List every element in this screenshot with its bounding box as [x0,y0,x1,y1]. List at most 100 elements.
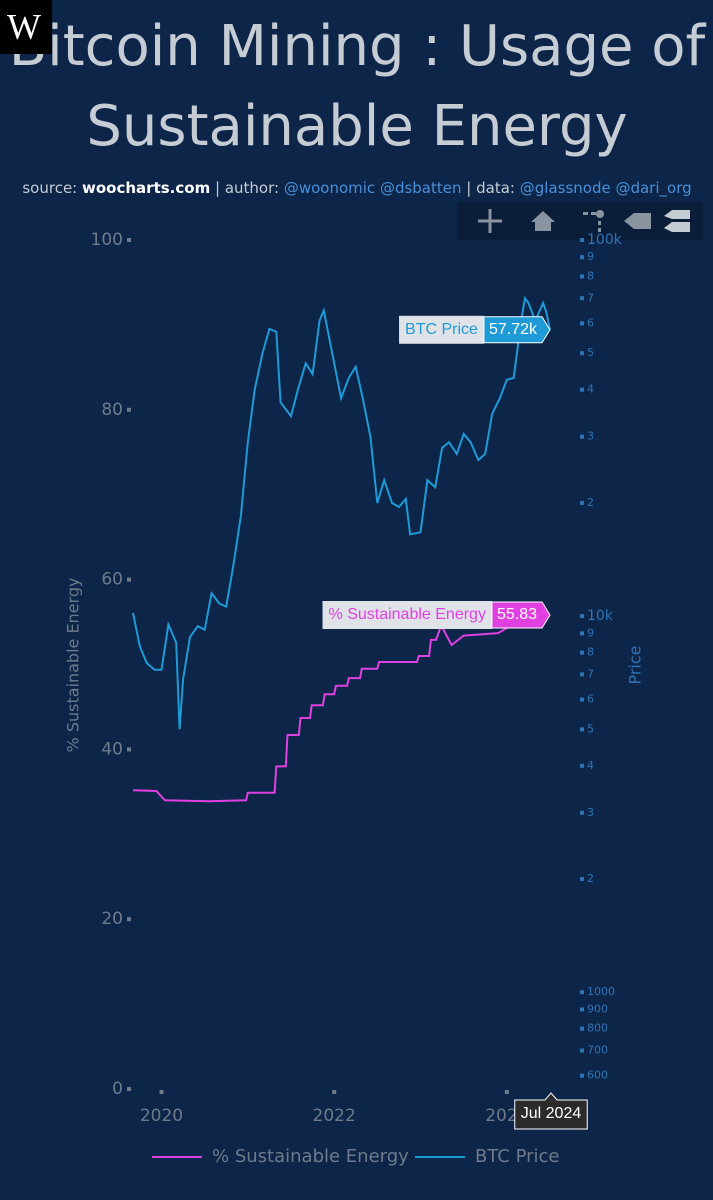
y-tick [127,238,131,242]
y2-tick-label: 2 [587,496,594,509]
hover-name-box [322,601,492,630]
data-label: data: [476,179,515,197]
hover-name: % Sustainable Energy [329,606,486,623]
y2-tick-label: 1000 [587,985,615,998]
y2-tick [580,650,584,655]
y-tick [127,917,131,922]
logo-box [0,0,52,54]
y2-tick [580,1026,584,1031]
y-axis-title: % Sustainable Energy [64,578,83,753]
y2-tick [580,255,584,260]
y2-tick-label: 5 [587,722,594,735]
y2-tick [580,274,584,279]
authors: @woonomic @dsbatten [284,179,462,197]
y2-tick-label: 9 [587,626,594,639]
y2-tick [580,1048,584,1053]
chart-title: Bitcoin Mining : Usage of [9,14,707,79]
data-sources: @glassnode @dari_org [520,179,692,198]
y2-tick [580,727,584,732]
legend-label: BTC Price [475,1146,560,1167]
series-line [132,614,551,803]
y2-tick-label: 8 [587,646,594,659]
y2-tick-label: 6 [587,693,594,706]
y2-tick [580,672,584,677]
y2-tick-label: 800 [587,1022,608,1035]
y2-tick [580,500,584,505]
hover-value-box [491,601,551,629]
y-tick-label: 20 [101,909,123,929]
series-line [132,295,551,730]
hover-compare-button[interactable] [664,210,690,232]
y-tick-label: 80 [101,400,123,420]
hover-value: 57.72k [489,321,538,338]
hover-x-text: Jul 2024 [521,1105,582,1122]
logo: W [7,6,41,46]
y2-tick [580,697,584,702]
y2-tick-label: 3 [587,806,594,819]
y-tick [127,407,131,412]
hover-label: BTC Price 57.72k [399,315,551,344]
hover-x-label: Jul 2024 [514,1092,588,1130]
y2-tick [580,321,584,326]
y2-tick-label: 7 [587,291,594,304]
y2-tick-label: 600 [587,1069,608,1082]
toolbar [457,202,703,240]
y2-tick [580,238,584,242]
y2-tick [580,351,584,356]
y-tick-label: 100 [91,230,123,250]
y2-tick [580,387,584,392]
y2-tick-label: 6 [587,316,594,329]
chart-title: Sustainable Energy [86,94,627,159]
hover-name: BTC Price [405,321,478,338]
x-tick-label: 2020 [140,1106,183,1126]
y-tick [127,577,131,582]
y2-tick [580,990,584,995]
x-tick [504,1090,509,1094]
y-tick [127,747,131,752]
hover-closest-button[interactable] [624,213,651,229]
y2-tick [580,631,584,636]
hover-label: % Sustainable Energy 55.83 [322,601,551,630]
hover-value: 55.83 [497,606,537,623]
y2-tick [580,296,584,301]
y2-tick [580,1073,584,1078]
separator: | [466,179,471,197]
y2-tick-label: 2 [587,872,594,885]
y2-tick-label: 4 [587,383,594,396]
y-tick-label: 40 [101,739,123,759]
legend-label: % Sustainable Energy [212,1146,409,1167]
source-line: source: woocharts.com | author: @woonomi… [22,179,691,198]
hover-name-box [399,315,484,344]
y2-tick-label: 4 [587,759,594,772]
y2-tick-label: 900 [587,1002,608,1015]
x-tick [159,1090,164,1094]
x-tick [332,1090,337,1094]
y-tick-label: 0 [112,1079,123,1099]
y2-tick-label: 5 [587,346,594,359]
y2-tick-label: 700 [587,1043,608,1056]
y2-tick [580,763,584,768]
y2-tick-label: 3 [587,430,594,443]
author-label: author: [225,179,279,197]
y2-tick-label: 100k [587,232,623,248]
y2-tick-label: 9 [587,250,594,263]
y2-axis-title: Price [626,645,645,684]
hover-value-box [483,316,551,344]
spike-button[interactable] [583,210,604,232]
hover-x-box [514,1092,588,1130]
x-tick-label: 2022 [313,1106,356,1126]
y2-tick-label: 10k [587,608,614,624]
y2-tick [580,1007,584,1012]
y2-tick [580,614,584,619]
source-prefix: source: [22,179,77,197]
y2-tick-label: 8 [587,269,594,282]
pan-button[interactable] [478,209,502,233]
y2-tick [580,810,584,815]
y-tick-label: 60 [101,570,123,590]
y2-tick-label: 7 [587,667,594,680]
y2-tick [580,434,584,439]
home-button[interactable] [531,211,555,231]
separator: | [215,179,220,197]
